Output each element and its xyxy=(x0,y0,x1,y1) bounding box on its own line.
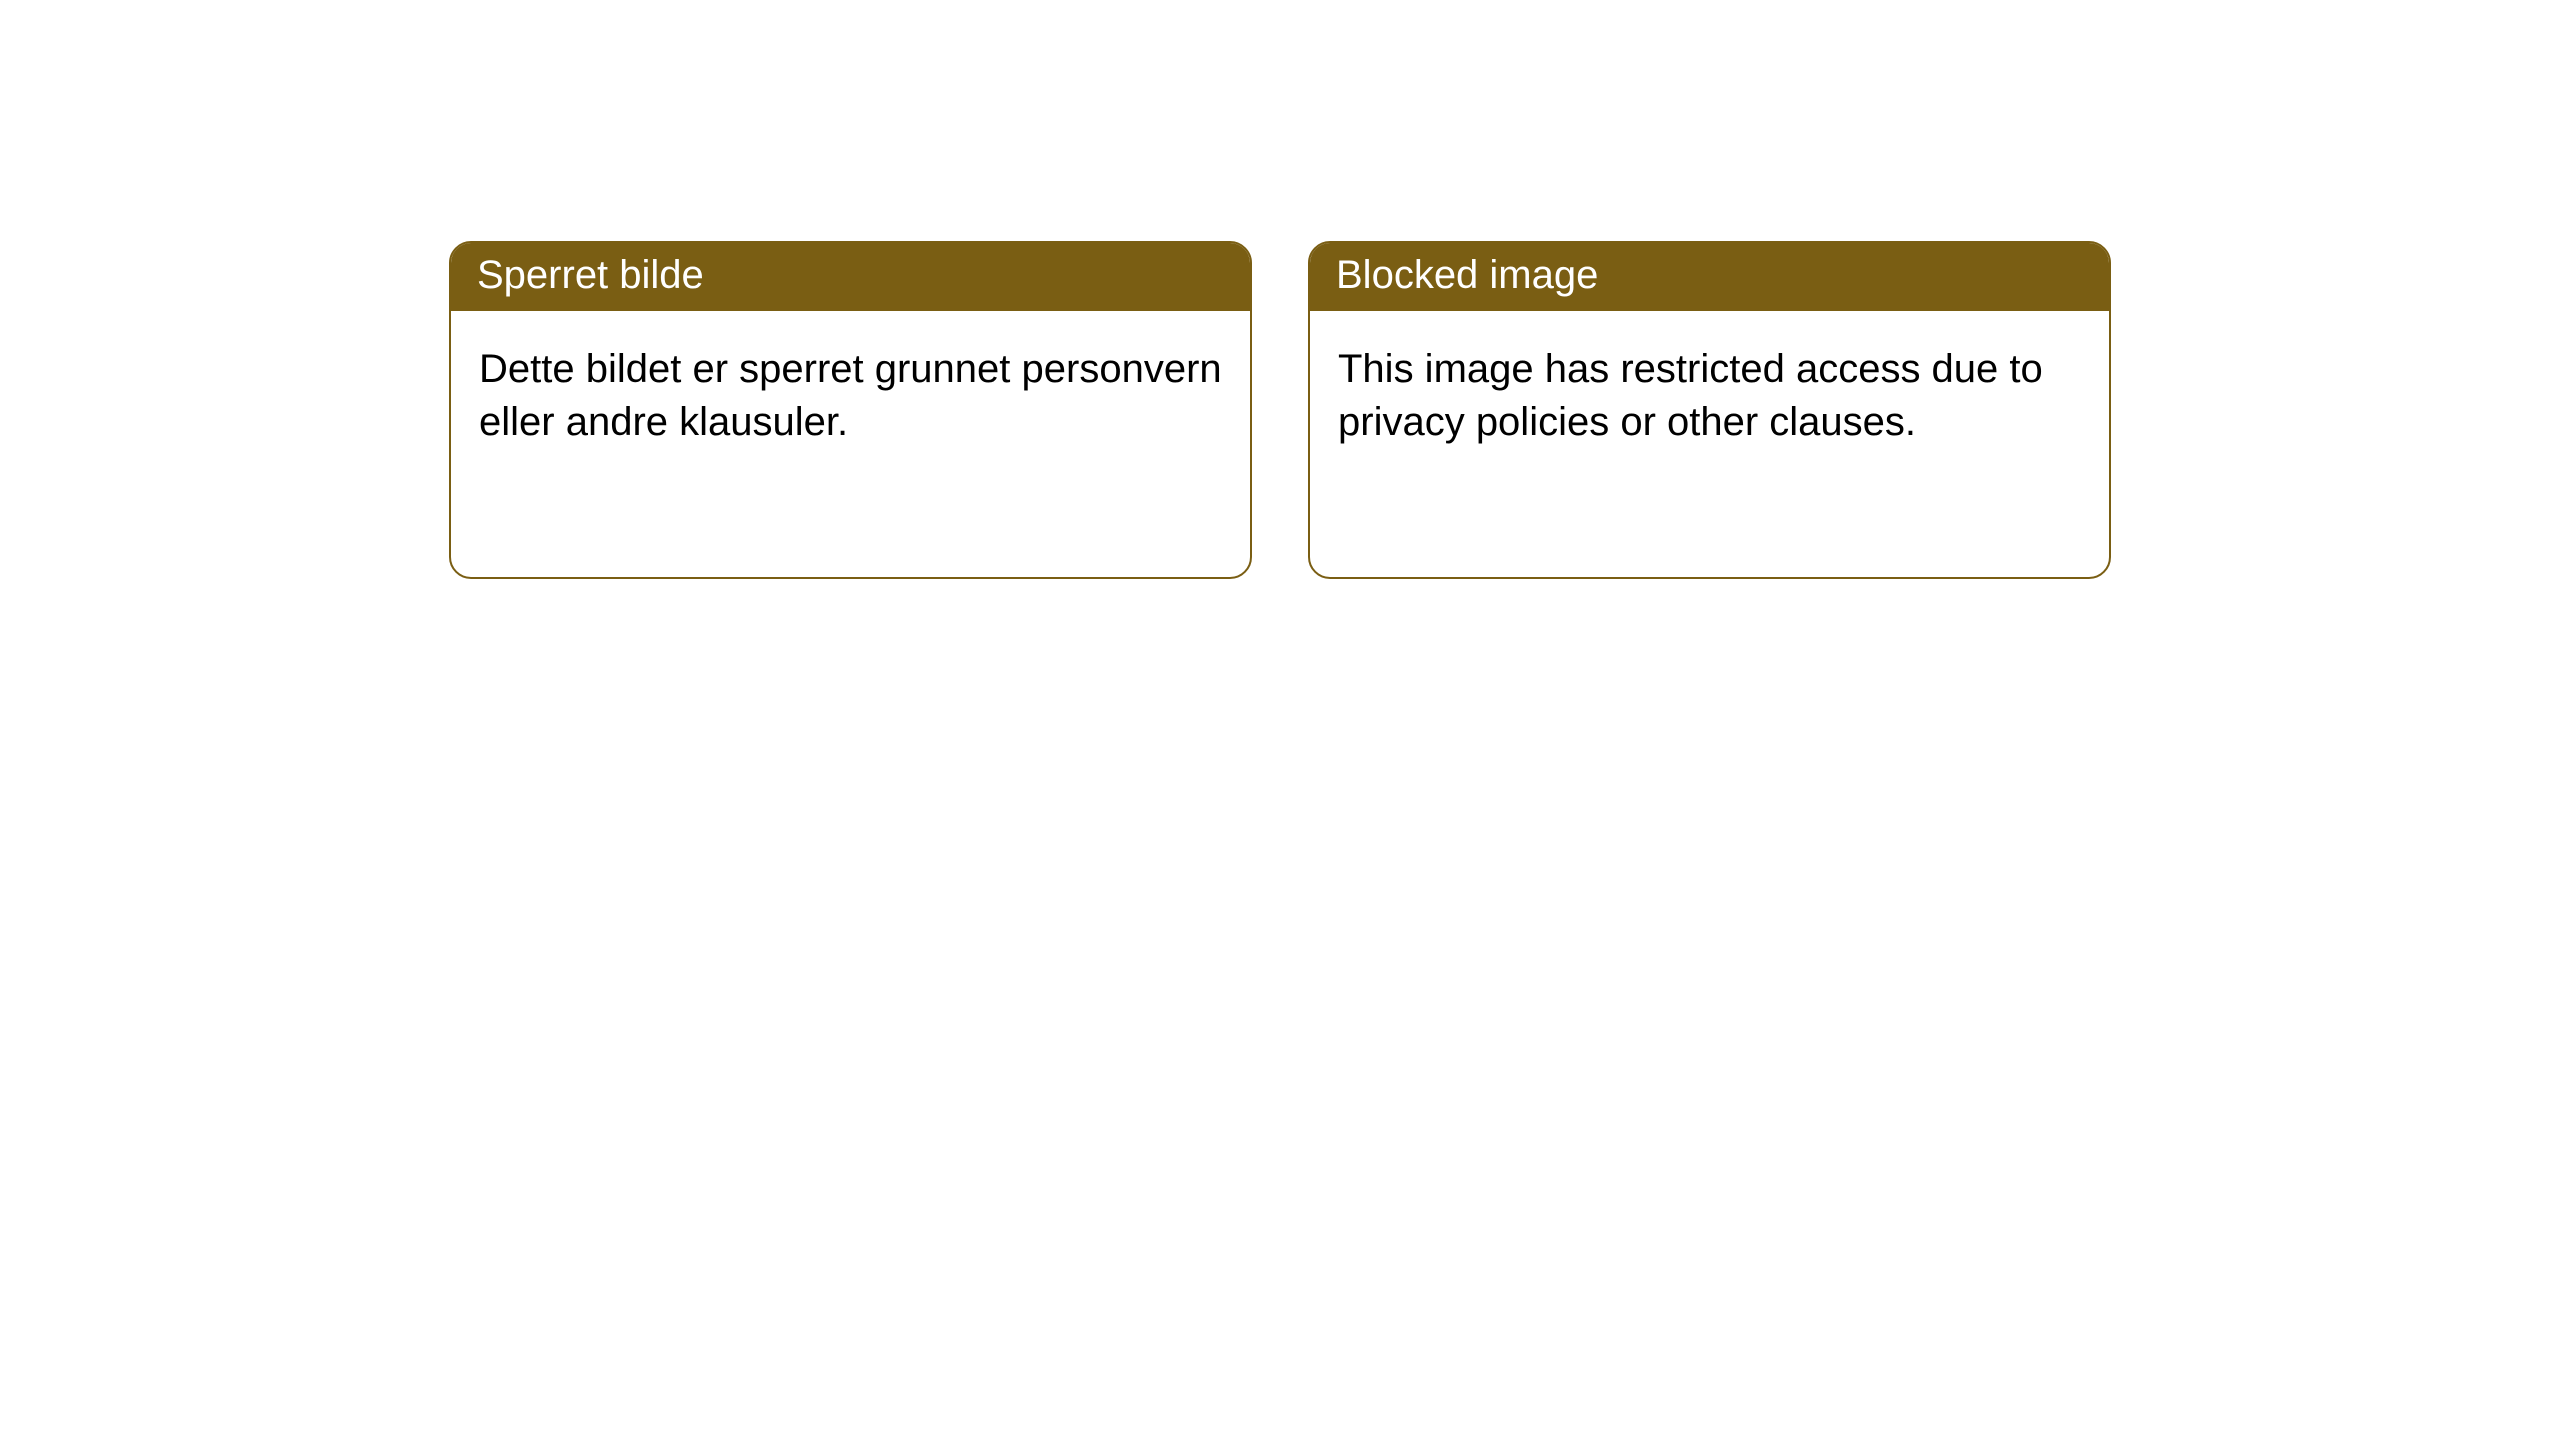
notice-card-norwegian: Sperret bilde Dette bildet er sperret gr… xyxy=(449,241,1252,579)
card-title: Sperret bilde xyxy=(451,243,1250,311)
card-body: Dette bildet er sperret grunnet personve… xyxy=(451,311,1250,481)
notice-card-english: Blocked image This image has restricted … xyxy=(1308,241,2111,579)
notice-cards-container: Sperret bilde Dette bildet er sperret gr… xyxy=(0,0,2560,579)
card-body: This image has restricted access due to … xyxy=(1310,311,2109,481)
card-title: Blocked image xyxy=(1310,243,2109,311)
